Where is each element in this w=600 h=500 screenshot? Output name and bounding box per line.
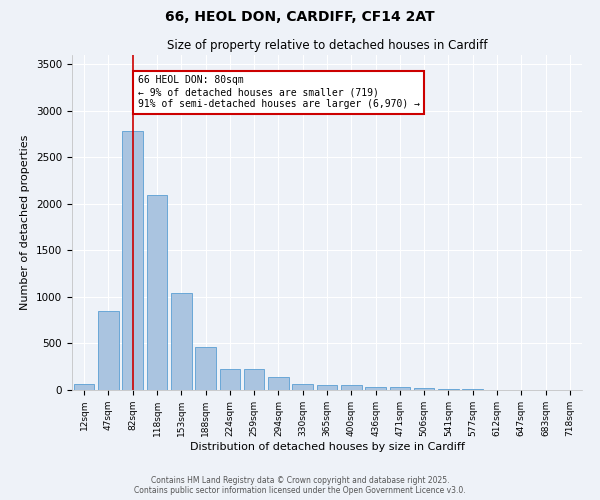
Bar [292,384,313,390]
Text: 66 HEOL DON: 80sqm
← 9% of detached houses are smaller (719)
91% of semi-detache: 66 HEOL DON: 80sqm ← 9% of detached hous… [137,76,419,108]
Bar [463,389,483,390]
Bar [317,385,337,390]
Bar [98,311,119,390]
Bar [122,132,143,390]
Bar [365,386,386,390]
Bar [171,293,191,390]
Text: 66, HEOL DON, CARDIFF, CF14 2AT: 66, HEOL DON, CARDIFF, CF14 2AT [165,10,435,24]
Bar [341,385,362,390]
Bar [244,368,265,390]
Bar [74,384,94,390]
Bar [438,389,459,390]
Bar [220,368,240,390]
Bar [146,194,167,390]
Bar [389,386,410,390]
Y-axis label: Number of detached properties: Number of detached properties [20,135,31,310]
Text: Contains HM Land Registry data © Crown copyright and database right 2025.
Contai: Contains HM Land Registry data © Crown c… [134,476,466,495]
X-axis label: Distribution of detached houses by size in Cardiff: Distribution of detached houses by size … [190,442,464,452]
Bar [195,347,216,390]
Bar [268,377,289,390]
Title: Size of property relative to detached houses in Cardiff: Size of property relative to detached ho… [167,40,487,52]
Bar [414,388,434,390]
